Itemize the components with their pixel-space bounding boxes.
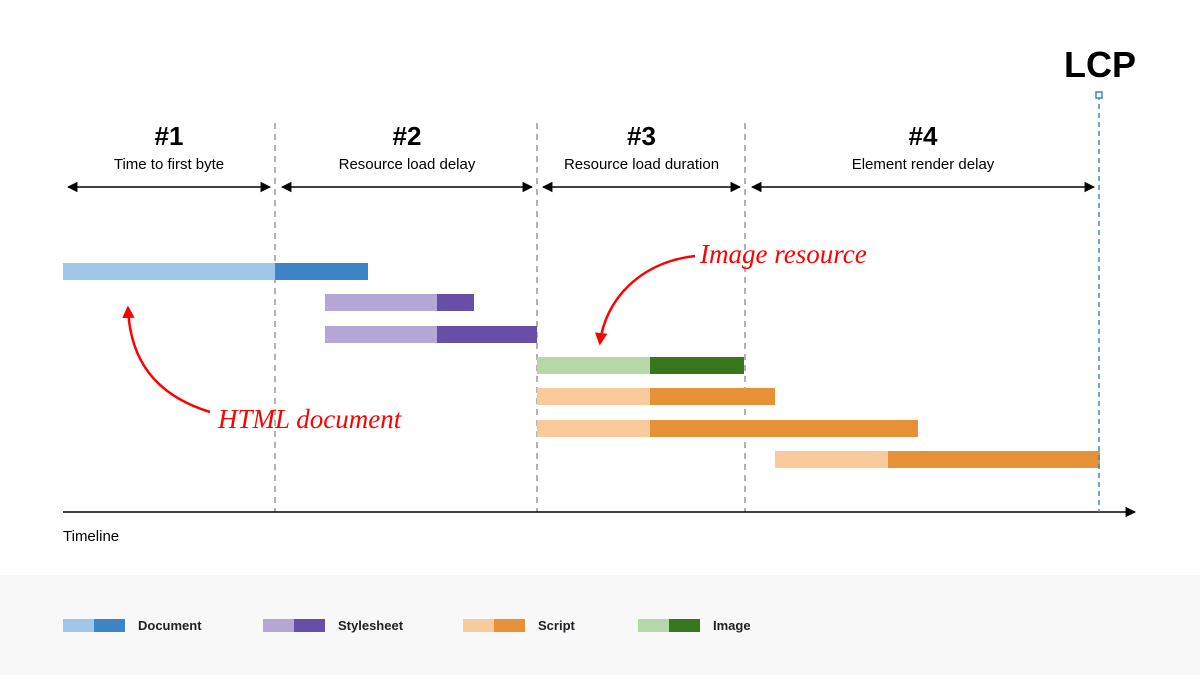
bar-wait-segment — [775, 451, 888, 468]
bar-wait-segment — [325, 294, 437, 311]
stylesheet-request-bar — [325, 294, 474, 311]
phase-number: #3 — [627, 121, 656, 151]
image-request-bar — [537, 357, 744, 374]
phase-label: Time to first byte — [114, 156, 224, 173]
image-annotation: Image resource — [699, 239, 867, 269]
legend-item-script: Script — [463, 618, 575, 633]
legend-swatch-dark — [94, 619, 125, 632]
bar-download-segment — [437, 294, 474, 311]
lcp-breakdown-diagram: #1 Time to first byte #2 Resource load dela… — [63, 44, 1137, 545]
phase-label: Element render delay — [852, 156, 995, 173]
phase-label: Resource load duration — [564, 156, 719, 173]
bar-wait-segment — [63, 263, 275, 280]
script-request-bar — [537, 388, 775, 405]
legend-label: Stylesheet — [338, 618, 404, 633]
legend-swatch-light — [263, 619, 294, 632]
bar-wait-segment — [537, 357, 650, 374]
html-annotation: HTML document — [217, 404, 403, 434]
document-request-bar — [63, 263, 368, 280]
legend-item-image: Image — [638, 618, 751, 633]
bar-download-segment — [437, 326, 537, 343]
phase-number: #4 — [909, 121, 938, 151]
legend-swatch-light — [63, 619, 94, 632]
html-annotation-arrow — [122, 305, 211, 414]
timeline-label: Timeline — [63, 528, 119, 545]
bar-download-segment — [650, 357, 744, 374]
stylesheet-request-bar — [325, 326, 537, 343]
legend-swatch-dark — [294, 619, 325, 632]
legend-swatch-dark — [494, 619, 525, 632]
script-request-bar — [537, 420, 918, 437]
bar-wait-segment — [325, 326, 437, 343]
bar-wait-segment — [537, 420, 650, 437]
phase-label: Resource load delay — [339, 156, 476, 173]
bar-wait-segment — [537, 388, 650, 405]
bar-download-segment — [888, 451, 1100, 468]
legend-swatch-dark — [669, 619, 700, 632]
image-annotation-arrow — [594, 254, 696, 346]
legend-label: Script — [538, 618, 575, 633]
legend-swatch-light — [638, 619, 669, 632]
bar-download-segment — [650, 420, 918, 437]
legend-label: Image — [713, 618, 751, 633]
legend-swatch-light — [463, 619, 494, 632]
lcp-label: LCP — [1064, 44, 1136, 85]
phase-number: #2 — [393, 121, 422, 151]
lcp-marker-square — [1095, 91, 1103, 99]
bar-download-segment — [275, 263, 368, 280]
legend-item-stylesheet: Stylesheet — [263, 618, 403, 633]
legend-item-document: Document — [63, 618, 202, 633]
legend-label: Document — [138, 618, 202, 633]
phase-number: #1 — [155, 121, 184, 151]
legend: Document Stylesheet Script Image — [0, 575, 1200, 675]
script-request-bar — [775, 451, 1100, 468]
bar-download-segment — [650, 388, 775, 405]
